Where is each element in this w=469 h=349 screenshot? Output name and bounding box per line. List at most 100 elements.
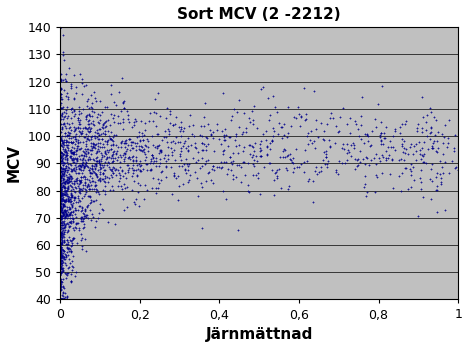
Point xyxy=(266,140,274,145)
Point xyxy=(142,142,149,148)
Point xyxy=(426,130,434,136)
Point xyxy=(161,152,168,157)
Point xyxy=(67,147,75,153)
Point xyxy=(89,141,97,147)
Point xyxy=(353,164,361,169)
Point xyxy=(62,79,69,84)
Point xyxy=(377,119,385,125)
Point xyxy=(101,119,108,125)
Point xyxy=(61,254,68,260)
Point xyxy=(64,266,72,271)
Point xyxy=(84,136,91,142)
Point xyxy=(200,114,207,120)
Point xyxy=(209,163,217,169)
Point xyxy=(58,265,66,270)
Point xyxy=(57,202,64,208)
Point xyxy=(61,214,68,220)
Point xyxy=(187,143,195,148)
Point xyxy=(269,125,277,131)
Point xyxy=(120,105,128,111)
Point xyxy=(172,140,179,146)
Point xyxy=(58,79,65,84)
Point xyxy=(73,158,80,163)
Point xyxy=(91,179,98,185)
Point xyxy=(239,148,246,154)
Point xyxy=(207,178,215,183)
Point xyxy=(57,220,64,226)
Point xyxy=(228,161,235,166)
Point xyxy=(80,211,88,217)
Point xyxy=(59,176,66,181)
Point xyxy=(74,240,81,246)
Point xyxy=(63,178,70,184)
Point xyxy=(417,179,424,185)
Point xyxy=(61,239,68,245)
Point xyxy=(112,132,120,138)
Point xyxy=(59,52,66,58)
Point xyxy=(215,136,223,142)
Point xyxy=(96,157,103,163)
Point xyxy=(318,121,325,126)
Point xyxy=(70,97,78,102)
Point xyxy=(78,91,86,97)
Point xyxy=(83,141,90,147)
Point xyxy=(79,162,86,168)
Point xyxy=(249,172,256,178)
Point xyxy=(253,158,261,164)
Point xyxy=(61,229,68,234)
Point xyxy=(129,162,137,168)
Point xyxy=(104,156,111,161)
Point xyxy=(60,184,68,189)
Point xyxy=(356,148,363,154)
Point xyxy=(61,130,68,135)
Point xyxy=(133,154,140,160)
Point xyxy=(57,297,64,302)
Point xyxy=(227,167,235,173)
Point xyxy=(57,297,65,302)
Point xyxy=(96,178,104,184)
Point xyxy=(63,212,70,218)
Point xyxy=(204,141,212,147)
Point xyxy=(175,163,183,169)
Point xyxy=(120,158,128,164)
Point xyxy=(410,178,418,183)
Point xyxy=(61,130,68,135)
Point xyxy=(180,128,187,134)
Point xyxy=(57,250,64,255)
Point xyxy=(71,156,78,161)
Point xyxy=(78,161,86,166)
Point xyxy=(63,221,70,226)
Point xyxy=(62,110,69,116)
Point xyxy=(61,154,69,160)
Point xyxy=(66,196,74,202)
Point xyxy=(80,218,87,224)
Point xyxy=(113,102,120,108)
Point xyxy=(91,166,99,171)
Point xyxy=(58,252,66,257)
Point xyxy=(392,128,399,134)
Point xyxy=(57,214,64,220)
Point xyxy=(63,180,71,185)
Point xyxy=(73,166,80,172)
Point xyxy=(234,227,242,233)
Point xyxy=(76,147,83,152)
Point xyxy=(68,203,76,208)
Point xyxy=(129,173,136,179)
Point xyxy=(68,218,75,224)
Point xyxy=(182,156,190,162)
Point xyxy=(57,153,65,158)
Point xyxy=(82,114,90,120)
Point xyxy=(88,163,95,169)
Point xyxy=(57,285,64,291)
Point xyxy=(136,138,144,143)
Point xyxy=(152,158,160,163)
Point xyxy=(58,200,65,206)
Point xyxy=(57,297,64,302)
Point xyxy=(276,166,283,172)
Point xyxy=(107,146,114,152)
Point xyxy=(129,158,137,164)
Point xyxy=(83,148,90,154)
Point xyxy=(249,153,257,158)
Point xyxy=(77,146,85,151)
Point xyxy=(280,148,287,154)
